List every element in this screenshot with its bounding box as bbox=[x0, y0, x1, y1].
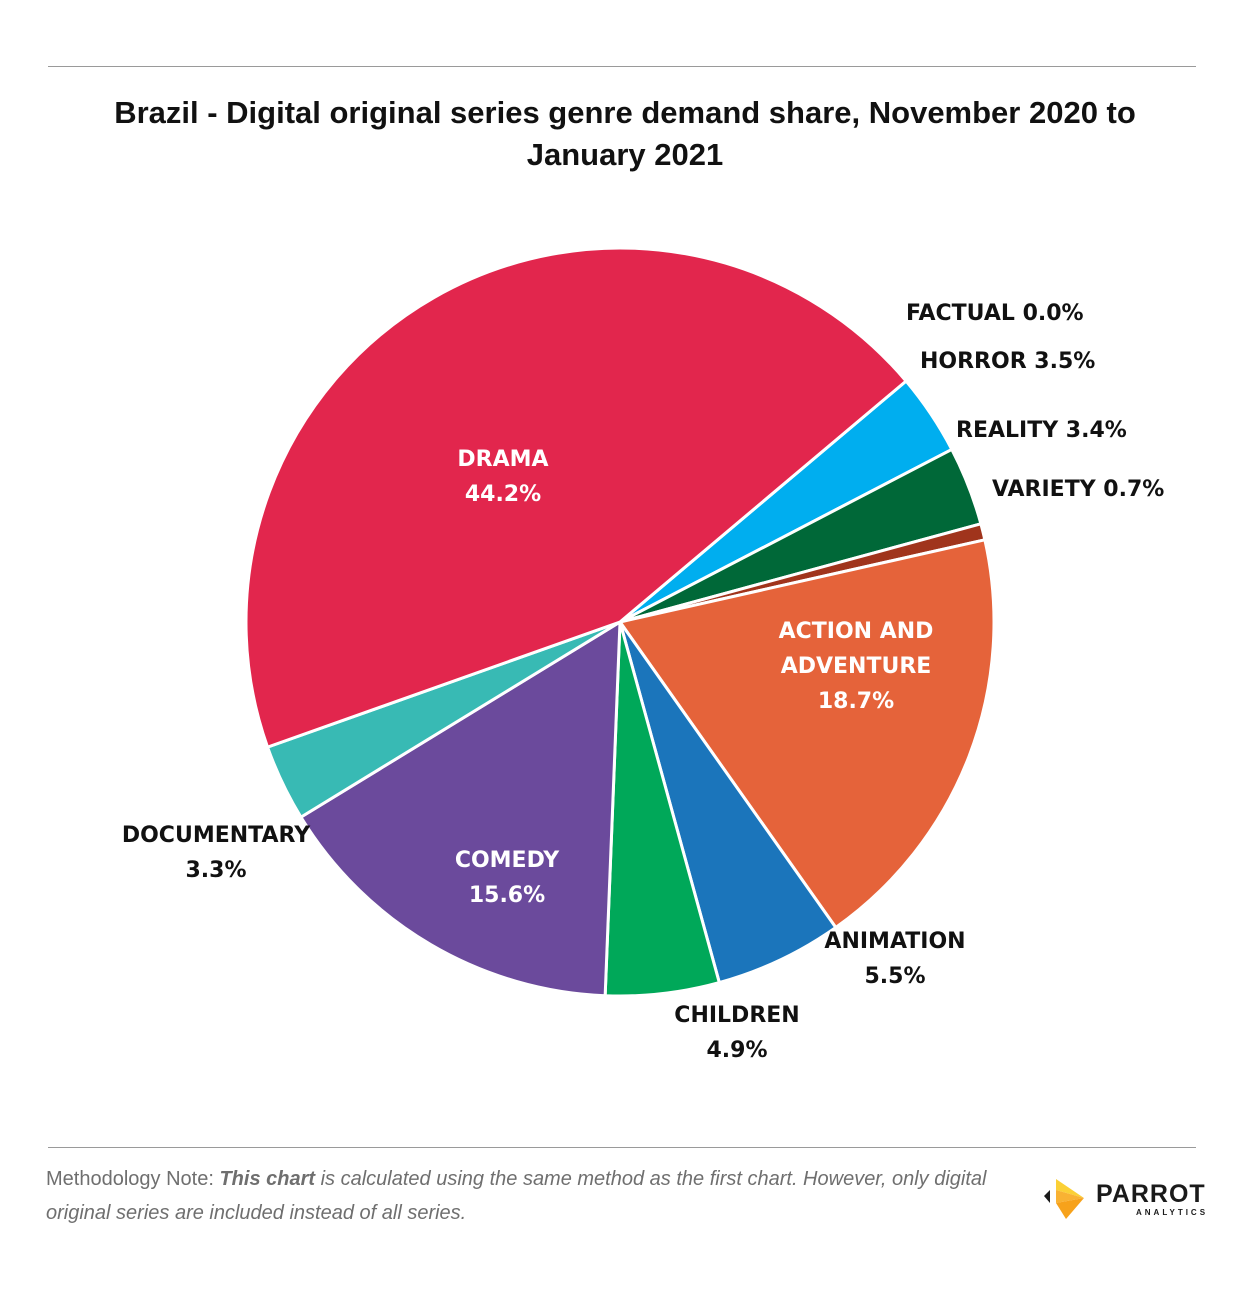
methodology-note: Methodology Note: This chart is calculat… bbox=[46, 1162, 1006, 1230]
slice-label-factual: FACTUAL 0.0% bbox=[906, 301, 1084, 326]
slice-label-drama: DRAMA 44.2% bbox=[457, 447, 548, 507]
pie-chart: FACTUAL 0.0% HORROR 3.5% REALITY 3.4% VARIE… bbox=[122, 246, 1164, 1063]
parrot-analytics-logo: PARROT ANALYTICS bbox=[1040, 1176, 1205, 1222]
slice-label-documentary: DOCUMENTARY 3.3% bbox=[122, 823, 311, 883]
pie-slice-animation bbox=[618, 620, 838, 985]
slice-label-reality: REALITY 3.4% bbox=[956, 418, 1127, 443]
logo-wordmark: PARROT bbox=[1096, 1180, 1206, 1208]
parrot-logo-icon bbox=[1044, 1179, 1084, 1219]
slice-label-comedy: COMEDY 15.6% bbox=[455, 848, 560, 908]
chart-title: Brazil - Digital original series genre d… bbox=[114, 95, 1136, 172]
slice-label-action-and-adventure: ACTION AND ADVENTURE 18.7% bbox=[779, 619, 934, 714]
slice-label-horror: HORROR 3.5% bbox=[920, 349, 1095, 374]
pie-slice-comedy bbox=[299, 620, 622, 998]
slice-label-animation: ANIMATION 5.5% bbox=[824, 929, 965, 989]
pie-slice-drama bbox=[244, 246, 908, 749]
slice-label-children: CHILDREN 4.9% bbox=[674, 1003, 799, 1063]
pie-slice-action-and-adventure bbox=[618, 538, 996, 929]
note-text: is calculated using the same method as t… bbox=[46, 1168, 987, 1224]
note-lead: Methodology Note: bbox=[46, 1168, 214, 1190]
top-divider bbox=[48, 66, 1196, 67]
slice-label-variety: VARIETY 0.7% bbox=[992, 477, 1164, 502]
bottom-divider bbox=[48, 1147, 1196, 1148]
note-emphasis: This chart bbox=[219, 1168, 316, 1190]
logo-subtitle: ANALYTICS bbox=[1136, 1208, 1209, 1217]
